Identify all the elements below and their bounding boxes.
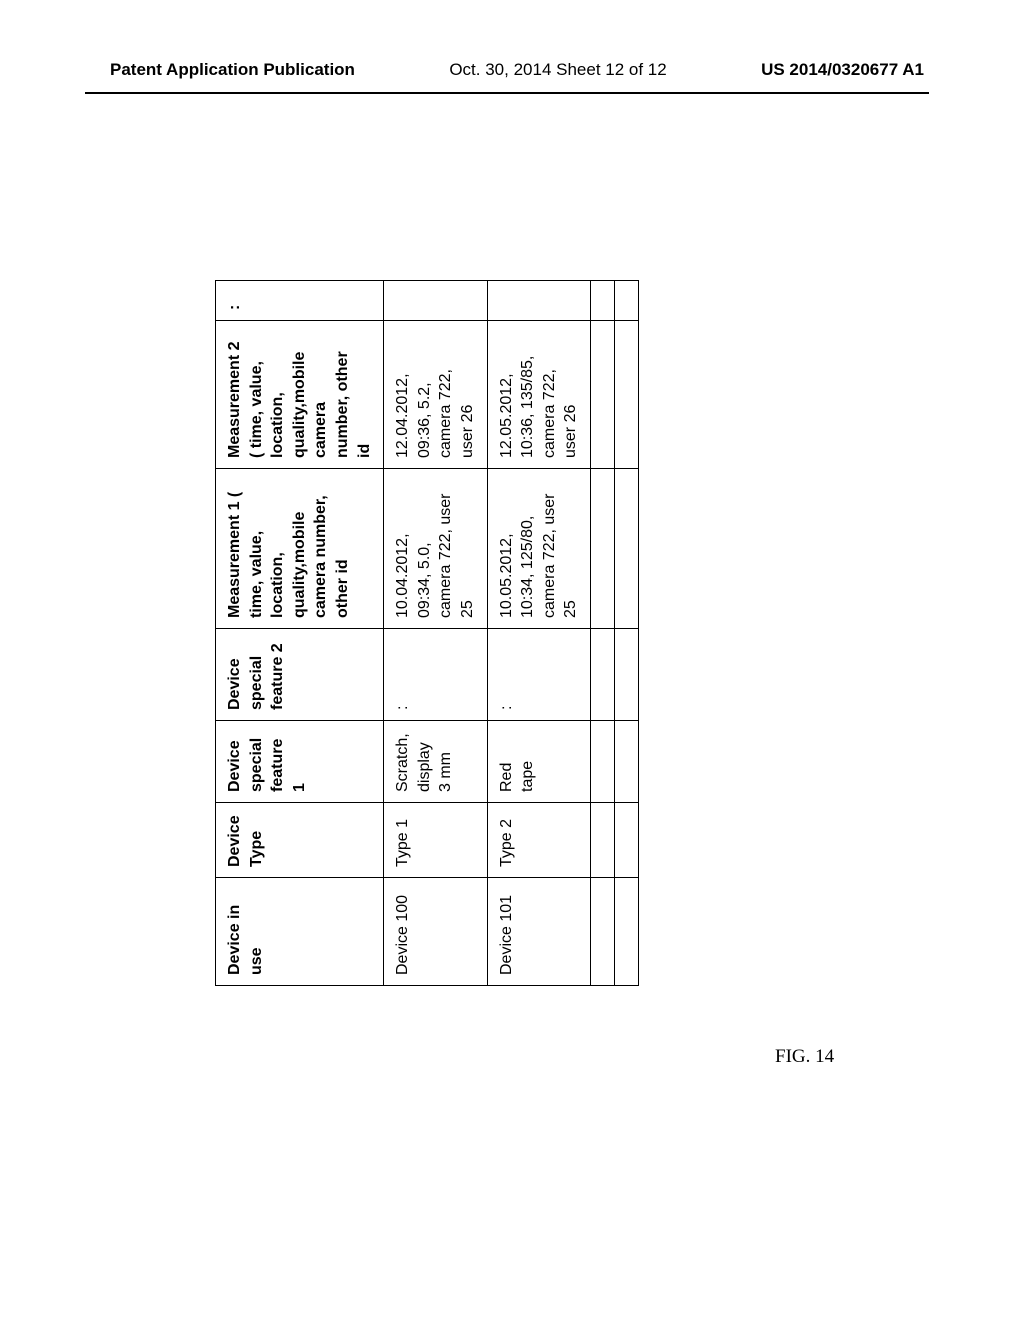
col-header: Device in use bbox=[216, 878, 384, 986]
col-header: Measurement 2 ( time, value, location, q… bbox=[216, 321, 384, 469]
figure-table-wrap: Device in use Device Type Device special… bbox=[215, 280, 639, 986]
header-center: Oct. 30, 2014 Sheet 12 of 12 bbox=[449, 60, 666, 80]
cell: Type 1 bbox=[384, 803, 487, 878]
cell bbox=[590, 469, 614, 629]
col-header: Device special feature 2 bbox=[216, 629, 384, 721]
device-table: Device in use Device Type Device special… bbox=[215, 280, 639, 986]
cell bbox=[590, 803, 614, 878]
cell: Red tape bbox=[487, 721, 590, 803]
header-right: US 2014/0320677 A1 bbox=[761, 60, 924, 80]
cell bbox=[614, 321, 638, 469]
table-header-row: Device in use Device Type Device special… bbox=[216, 281, 384, 986]
table-row: Device 100 Type 1 Scratch, display 3 mm … bbox=[384, 281, 487, 986]
cell: Type 2 bbox=[487, 803, 590, 878]
cell bbox=[614, 281, 638, 321]
cell: 10.04.2012, 09:34, 5.0, camera 722, user… bbox=[384, 469, 487, 629]
cell bbox=[614, 721, 638, 803]
col-header: Measurement 1 ( time, value, location, q… bbox=[216, 469, 384, 629]
cell bbox=[590, 629, 614, 721]
cell bbox=[614, 878, 638, 986]
cell: 10.05.2012, 10:34, 125/80, camera 722, u… bbox=[487, 469, 590, 629]
col-header: Device special feature 1 bbox=[216, 721, 384, 803]
cell: 12.05.2012, 10:36, 135/85, camera 722, u… bbox=[487, 321, 590, 469]
col-header: Device Type bbox=[216, 803, 384, 878]
cell bbox=[590, 878, 614, 986]
cell: 12.04.2012, 09:36, 5.2, camera 722, user… bbox=[384, 321, 487, 469]
cell bbox=[614, 629, 638, 721]
table-row: Device 101 Type 2 Red tape : 10.05.2012,… bbox=[487, 281, 590, 986]
header-left: Patent Application Publication bbox=[110, 60, 355, 80]
cell bbox=[487, 281, 590, 321]
table-row bbox=[590, 281, 614, 986]
cell bbox=[384, 281, 487, 321]
figure-caption: FIG. 14 bbox=[775, 1046, 834, 1068]
cell: Device 100 bbox=[384, 878, 487, 986]
cell: : bbox=[487, 629, 590, 721]
cell bbox=[614, 803, 638, 878]
cell: Scratch, display 3 mm bbox=[384, 721, 487, 803]
cell: : bbox=[384, 629, 487, 721]
cell bbox=[590, 281, 614, 321]
cell: Device 101 bbox=[487, 878, 590, 986]
cell bbox=[614, 469, 638, 629]
col-header: : bbox=[216, 281, 384, 321]
table-row bbox=[614, 281, 638, 986]
cell bbox=[590, 721, 614, 803]
page-header: Patent Application Publication Oct. 30, … bbox=[0, 60, 1024, 80]
header-rule bbox=[85, 92, 929, 94]
cell bbox=[590, 321, 614, 469]
